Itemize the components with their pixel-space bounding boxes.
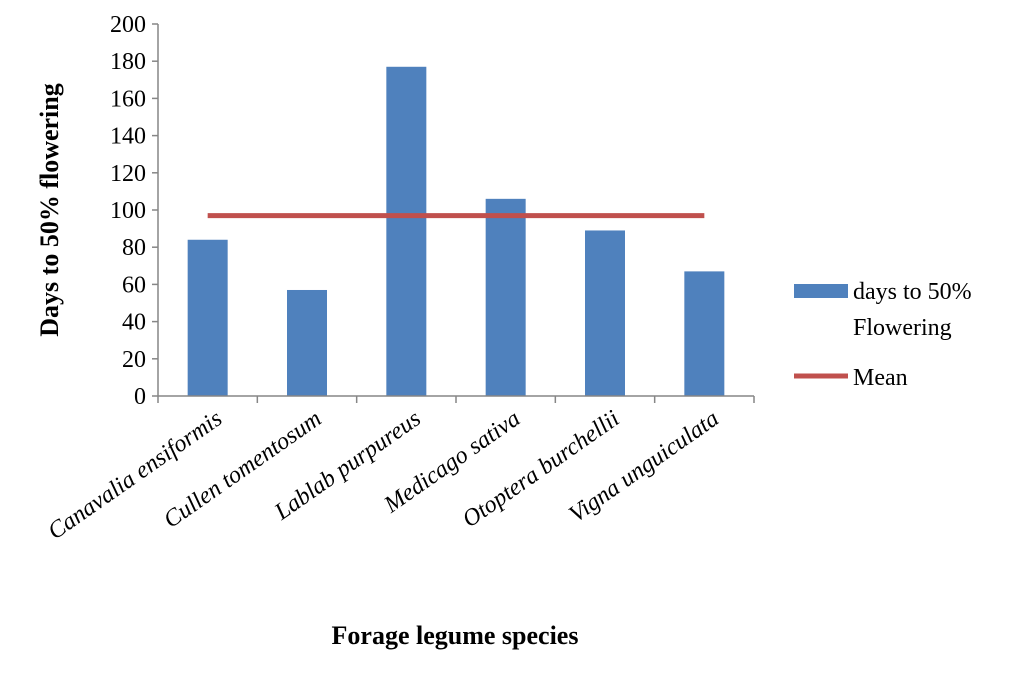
y-tick-label: 60 bbox=[122, 272, 146, 298]
legend: days to 50% Flowering Mean bbox=[794, 279, 972, 391]
legend-bar-swatch bbox=[794, 284, 848, 298]
legend-mean-label: Mean bbox=[853, 365, 908, 391]
y-ticks-group: 0 20 40 60 80 100 120 140 160 180 200 bbox=[110, 12, 158, 410]
bar bbox=[585, 230, 625, 396]
legend-bar-label-line2: Flowering bbox=[853, 315, 952, 341]
y-axis-title: Days to 50% flowering bbox=[35, 83, 64, 336]
y-tick-label: 40 bbox=[122, 310, 146, 336]
y-tick-label: 120 bbox=[110, 161, 146, 187]
y-tick-label: 180 bbox=[110, 49, 146, 75]
y-tick-label: 80 bbox=[122, 235, 146, 261]
bar bbox=[187, 239, 228, 396]
legend-bar-label-line1: days to 50% bbox=[853, 279, 972, 305]
y-tick-label: 160 bbox=[110, 86, 146, 112]
y-tick-label: 100 bbox=[110, 198, 146, 224]
y-tick-label: 200 bbox=[110, 12, 146, 38]
bar bbox=[386, 66, 427, 396]
x-category-label: Canavalia ensiformis bbox=[43, 406, 227, 545]
bar bbox=[287, 289, 327, 396]
y-tick-label: 20 bbox=[122, 347, 146, 373]
y-tick-label: 0 bbox=[134, 384, 146, 410]
bar bbox=[684, 271, 725, 396]
y-tick-label: 140 bbox=[110, 124, 146, 150]
x-axis-title: Forage legume species bbox=[332, 621, 579, 650]
bar bbox=[485, 198, 526, 396]
bars-group bbox=[187, 66, 725, 396]
